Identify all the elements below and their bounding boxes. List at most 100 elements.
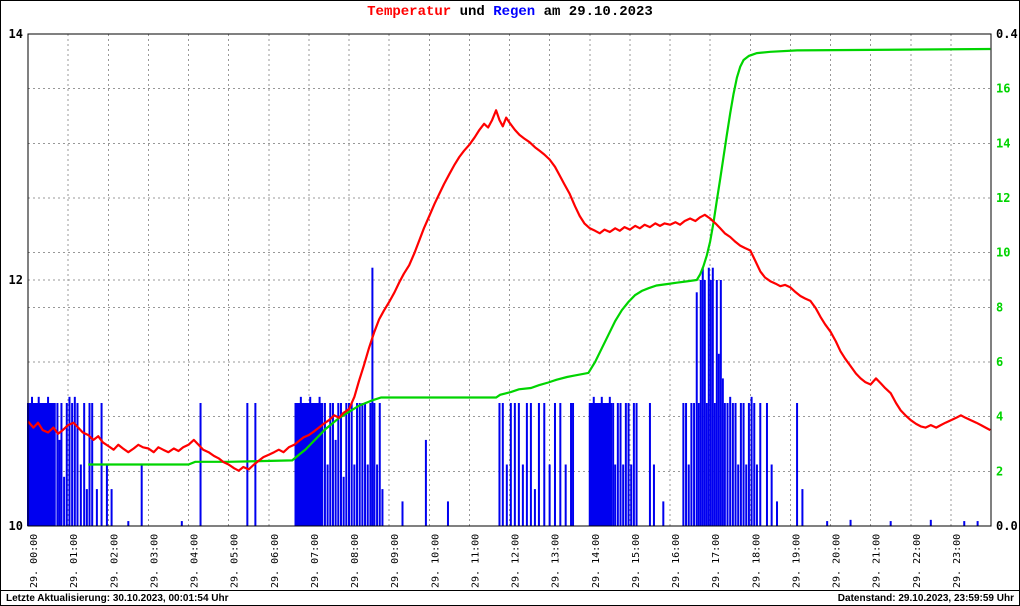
left-axis-tick-label: 10 [9, 519, 23, 533]
rain-bar [627, 403, 630, 526]
rain-bar [608, 396, 611, 526]
title-temperatur: Temperatur [367, 4, 452, 20]
rain-bar [342, 476, 345, 526]
rain-bar [796, 403, 799, 526]
x-axis-label: 29. 12:00 [511, 534, 522, 588]
temperature-line [27, 109, 991, 472]
right-axis-rate-min-label: 0.0 [996, 519, 1018, 533]
rain-bar [309, 396, 312, 526]
rain-bar [424, 439, 427, 526]
rain-bar [311, 403, 314, 526]
rain-bar [329, 403, 332, 526]
rain-bar [529, 403, 532, 526]
rain-bar [33, 403, 36, 526]
rain-bar [509, 403, 512, 526]
rain-bar [68, 396, 71, 526]
rain-bar [39, 403, 42, 526]
rain-bar [570, 403, 573, 526]
rain-bar [602, 403, 605, 526]
rain-bar [79, 464, 82, 526]
rain-bar [765, 403, 768, 526]
rain-bar [29, 403, 32, 526]
rain-bar [693, 403, 696, 526]
rain-bar [31, 396, 34, 526]
rain-bar [592, 396, 595, 526]
rain-bar [321, 403, 324, 526]
rain-bar [612, 403, 615, 526]
rain-bar [737, 464, 740, 526]
rain-bar [65, 403, 68, 526]
rain-bar [56, 403, 59, 526]
rain-bar [110, 489, 113, 526]
rain-bar [299, 396, 302, 526]
rain-bar [498, 403, 501, 526]
rain-bar [302, 403, 305, 526]
rain-bar [76, 403, 79, 526]
rain-bar [755, 464, 758, 526]
rain-bar [632, 403, 635, 526]
rain-bar [652, 464, 655, 526]
rain-bar [701, 267, 704, 526]
rain-bar [635, 403, 638, 526]
rain-bar [616, 403, 619, 526]
rain-bar [358, 403, 361, 526]
x-axis-label: 29. 11:00 [470, 534, 481, 588]
data-status-text: Datenstand: 29.10.2023, 23:59:59 Uhr [837, 592, 1014, 604]
x-axis-label: 29. 13:00 [551, 534, 562, 588]
rain-bar [353, 464, 356, 526]
right-axis-green-tick-label: 14 [996, 136, 1010, 150]
rain-bar [73, 396, 76, 526]
rain-bar [705, 403, 708, 526]
rain-bar [963, 521, 966, 526]
right-axis-green-tick-label: 12 [996, 191, 1010, 205]
rain-bar [345, 403, 348, 526]
x-axis-label: 29. 14:00 [591, 534, 602, 588]
rain-bar [369, 403, 372, 526]
rain-bar [553, 403, 556, 526]
x-axis-label: 29. 10:00 [430, 534, 441, 588]
rain-bar [505, 464, 508, 526]
rain-bar [745, 464, 748, 526]
rain-bar [747, 403, 750, 526]
rain-bar [726, 403, 729, 526]
rain-bar [572, 403, 575, 526]
rain-bar [501, 403, 504, 526]
x-axis-label: 29. 18:00 [751, 534, 762, 588]
right-axis-green-tick-label: 10 [996, 246, 1010, 260]
left-axis-tick-label: 12 [9, 273, 23, 287]
rain-bar [305, 403, 308, 526]
rain-bar [719, 280, 722, 526]
rain-bar [35, 403, 38, 526]
rain-bar [976, 521, 979, 526]
rain-bar [717, 353, 720, 526]
rain-bar [729, 396, 732, 526]
rain-bar [364, 403, 367, 526]
x-axis-label: 29. 05:00 [230, 534, 241, 588]
rain-bar [624, 403, 627, 526]
rain-bar [707, 267, 710, 526]
rain-bar [350, 403, 353, 526]
rain-bar [697, 403, 700, 526]
rain-bar [323, 403, 326, 526]
rain-bar [595, 403, 598, 526]
rain-bar [537, 403, 540, 526]
rain-bar [734, 403, 737, 526]
x-axis-label: 29. 07:00 [310, 534, 321, 588]
left-axis-tick-label: 14 [9, 27, 23, 41]
rain-bar [313, 403, 316, 526]
rain-bar [331, 403, 334, 526]
title-und: und [451, 4, 494, 20]
rain-bar [326, 464, 329, 526]
rain-bar [49, 403, 52, 526]
rain-bar [41, 403, 44, 526]
rain-bar [180, 521, 183, 526]
rain-bar [246, 403, 249, 526]
rain-bar [610, 403, 613, 526]
rain-bar [721, 378, 724, 526]
rain-bar [294, 403, 297, 526]
rain-bar [543, 403, 546, 526]
rain-bar [314, 403, 317, 526]
x-axis-label: 29. 15:00 [631, 534, 642, 588]
